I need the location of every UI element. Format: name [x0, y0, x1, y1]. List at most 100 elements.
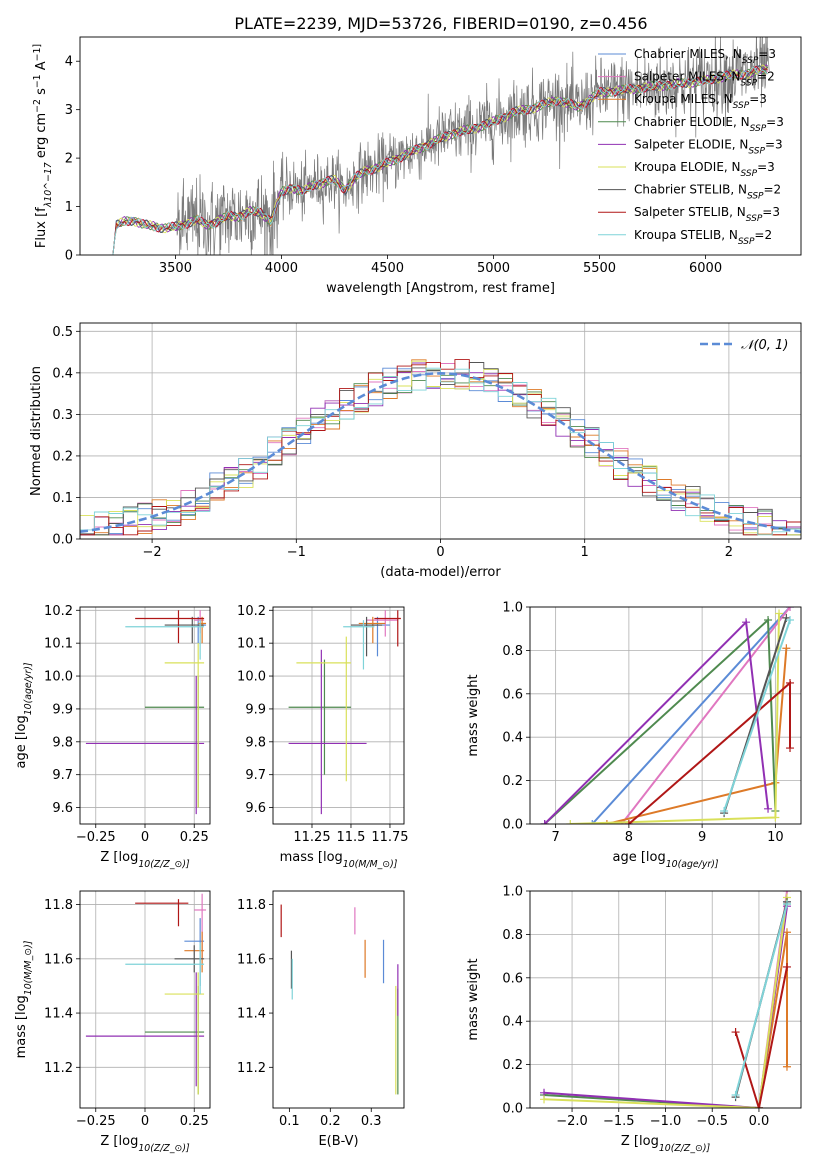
weight_vs_age-line-kroupa-stelib [723, 619, 791, 812]
age_vs_Z-ytick-label-4: 10.0 [44, 670, 73, 685]
residuals-frame [79, 322, 802, 540]
age_vs_mass-ytick-label-2: 9.8 [245, 735, 266, 750]
weight_vs_Z-line-kroupa-elodie [543, 897, 788, 1108]
age_vs_Z-ytick-label-1: 9.7 [52, 768, 73, 783]
mass_vs_EBV-xtick-label-2: 0.3 [361, 1114, 382, 1129]
mass_vs_EBV-ytick-label-2: 11.6 [237, 952, 266, 967]
residuals-ytick-label-1: 0.1 [52, 491, 73, 506]
weight_vs_age-marker-kroupa-stelib-0 [720, 806, 729, 815]
weight_vs_age-marker-salpeter-elodie-0 [540, 820, 549, 824]
weight_vs_Z-ytick-label-4: 0.8 [502, 928, 523, 943]
residuals-hist-kroupa-stelib [80, 367, 801, 539]
spectrum-ytick-label-2: 2 [65, 152, 73, 167]
residuals-xtick-label-1: −1 [287, 545, 306, 560]
mass_vs_EBV-xtick-label-0: 0.1 [279, 1114, 300, 1129]
weight_vs_Z-marker-kroupa-miles-2 [782, 1062, 791, 1071]
mass_vs_Z-ytick-label-3: 11.8 [44, 898, 73, 913]
weight_vs_age-xtick-label-2: 9 [698, 830, 706, 845]
weight_vs_Z-marker-salpeter-stelib-1 [754, 1104, 763, 1108]
weight_vs_age-ylabel: mass weight [466, 674, 481, 756]
weight_vs_Z-xlabel: Z [log10(Z/Z_⊙)] [621, 1134, 711, 1154]
weight_vs_Z-marker-kroupa-stelib-0 [731, 1090, 740, 1099]
spectrum-legend-label-1: Salpeter MILES, NSSP=2 [634, 70, 775, 89]
mass_vs_EBV-xlabel: E(B-V) [318, 1134, 358, 1149]
age_vs_Z-xtick-label-2: 0.25 [180, 830, 209, 845]
panels: 3500 4000 4500 5000 5500 6000 0 1 2 3 4 wavelength … [14, 36, 802, 1154]
mass_vs_EBV-ytick-label-1: 11.4 [237, 1007, 266, 1022]
age_vs_mass-xlabel: mass [log10(M/M_⊙)] [280, 850, 398, 870]
mass_vs_Z-ytick-label-1: 11.4 [44, 1007, 73, 1022]
weight_vs_age-xtick-label-1: 8 [625, 830, 633, 845]
mass_vs_Z-ylabel: mass [log10(M/M_⊙)] [14, 940, 34, 1058]
spectrum-ylabel: Flux [fλ10^−17 erg cm−2 s−1 A−1] [32, 44, 54, 248]
mass_vs_Z-panel: −0.25 0 0.25 11.2 11.4 11.6 11.8 Z [log10(Z/Z_⊙… [14, 890, 211, 1154]
weight_vs_age-marker-kroupa-elodie-2 [775, 609, 784, 618]
weight_vs_age-frame [529, 606, 802, 825]
spectrum-model-chabrier-stelib [112, 64, 769, 255]
spectrum-legend-label-0: Chabrier MILES, NSSP=3 [634, 47, 776, 66]
residuals-ytick-label-3: 0.3 [52, 408, 73, 423]
weight_vs_Z-ytick-label-0: 0.0 [502, 1102, 523, 1117]
residuals-xtick-label-4: 2 [725, 545, 733, 560]
residuals-normal-curve [80, 371, 801, 533]
mass_vs_Z-frame [79, 890, 211, 1109]
weight_vs_age-ytick-label-0: 0.0 [502, 818, 523, 833]
spectrum-xtick-label-0: 3500 [159, 261, 192, 276]
weight_vs_age-marker-salpeter-elodie-1 [742, 618, 751, 627]
weight_vs_Z-ytick-label-2: 0.4 [502, 1015, 523, 1030]
weight_vs_Z-ytick-label-3: 0.6 [502, 971, 523, 986]
spectrum-legend-label-2: Kroupa MILES, NSSP=3 [634, 92, 767, 111]
weight_vs_age-marker-kroupa-elodie-0 [566, 820, 575, 824]
weight_vs_age-marker-salpeter-stelib-1 [786, 678, 795, 687]
age_vs_mass-ytick-label-5: 10.1 [237, 637, 266, 652]
age_vs_Z-ytick-label-0: 9.6 [52, 801, 73, 816]
residuals-ytick-label-4: 0.4 [52, 366, 73, 381]
residuals-ytick-label-2: 0.2 [52, 449, 73, 464]
weight_vs_Z-ylabel: mass weight [466, 958, 481, 1040]
weight_vs_age-marker-kroupa-miles-0 [602, 820, 611, 824]
mass_vs_Z-xtick-label-0: −0.25 [76, 1114, 116, 1129]
weight_vs_age-line-salpeter-miles [620, 607, 791, 824]
age_vs_Z-ylabel: age [log10(age/yr)] [14, 662, 34, 768]
mass_vs_EBV-plot-area [280, 904, 399, 1095]
weight_vs_age-line-salpeter-stelib [628, 680, 791, 824]
mass_vs_Z-xlabel: Z [log10(Z/Z_⊙)] [100, 1134, 190, 1154]
age_vs_Z-xtick-label-1: 0 [141, 830, 149, 845]
residuals-hist-salpeter-stelib [80, 359, 801, 539]
weight_vs_Z-marker-salpeter-stelib-0 [731, 1028, 740, 1037]
spectrum-legend-label-6: Chabrier STELIB, NSSP=2 [634, 183, 781, 202]
weight_vs_age-marker-salpeter-elodie-2 [764, 804, 773, 813]
age_vs_Z-plot-area [85, 610, 207, 815]
mass_vs_EBV-panel: 0.1 0.2 0.3 11.2 11.4 11.6 11.8 E(B-V) [237, 890, 405, 1149]
weight_vs_Z-marker-kroupa-elodie-0 [540, 1095, 549, 1104]
weight_vs_age-marker-salpeter-miles-1 [786, 607, 795, 611]
residuals-xlabel: (data-model)/error [380, 565, 501, 580]
spectrum-xtick-label-5: 6000 [689, 261, 722, 276]
mass_vs_Z-plot-area [85, 893, 207, 1095]
weight_vs_age-marker-salpeter-stelib-2 [786, 744, 795, 753]
mass_vs_Z-ytick-label-2: 11.6 [44, 952, 73, 967]
age_vs_Z-xlabel: Z [log10(Z/Z_⊙)] [100, 850, 190, 870]
residuals-ylabel: Normed distribution [29, 366, 44, 496]
weight_vs_age-ytick-label-5: 1.0 [502, 601, 523, 616]
age_vs_mass-xtick-label-0: 11.25 [293, 830, 330, 845]
spectrum-plot-area [109, 37, 770, 255]
spectrum-ytick-label-1: 1 [65, 200, 73, 215]
mass_vs_Z-xtick-label-2: 0.25 [180, 1114, 209, 1129]
mass_vs_EBV-ytick-label-0: 11.2 [237, 1061, 266, 1076]
age_vs_mass-ytick-label-3: 9.9 [245, 702, 266, 717]
residuals-xtick-label-0: −2 [143, 545, 162, 560]
age_vs_mass-xtick-label-2: 11.75 [371, 830, 408, 845]
age_vs_mass-ytick-label-6: 10.2 [237, 604, 266, 619]
weight_vs_age-xtick-label-3: 10 [767, 830, 784, 845]
residuals-plot-area [80, 359, 801, 539]
weight_vs_Z-line-kroupa-stelib [734, 903, 788, 1096]
weight_vs_age-line-chabrier-miles [591, 607, 791, 824]
spectrum-xtick-label-3: 5000 [477, 261, 510, 276]
spectrum-legend-label-3: Chabrier ELODIE, NSSP=3 [634, 115, 784, 134]
residuals-ytick-label-5: 0.5 [52, 325, 73, 340]
weight_vs_age-marker-chabrier-miles-0 [588, 820, 597, 824]
weight_vs_age-marker-kroupa-elodie-1 [771, 813, 780, 822]
age_vs_mass-xtick-label-1: 11.5 [336, 830, 365, 845]
mass_vs_Z-ytick-label-0: 11.2 [44, 1061, 73, 1076]
